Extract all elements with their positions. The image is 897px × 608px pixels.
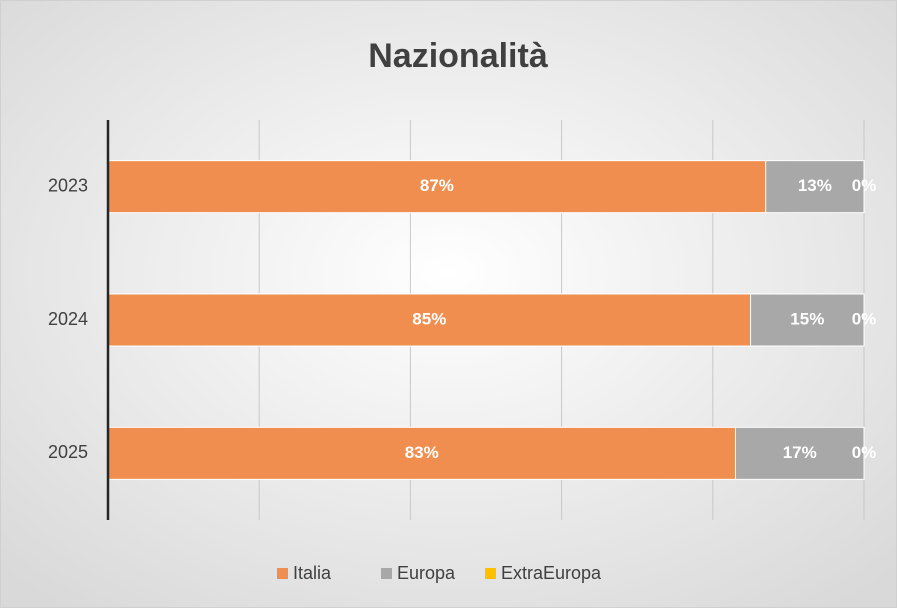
legend: Italia Europa ExtraEuropa <box>277 563 602 583</box>
bar-segment <box>107 426 736 480</box>
bar-segment <box>750 293 865 347</box>
legend-swatch <box>381 568 392 579</box>
y-tick-label: 2023 <box>48 175 88 195</box>
legend-label: Europa <box>397 563 456 583</box>
data-label: 13% <box>798 176 832 195</box>
legend-swatch <box>277 568 288 579</box>
legend-label: ExtraEuropa <box>501 563 602 583</box>
data-label: 85% <box>412 309 446 328</box>
data-label: 83% <box>405 443 439 462</box>
bar-segment <box>765 160 865 214</box>
y-tick-label: 2024 <box>48 309 88 329</box>
bar-segment <box>734 426 865 480</box>
data-label: 0% <box>852 443 877 462</box>
legend-label: Italia <box>293 563 332 583</box>
y-tick-label: 2025 <box>48 442 88 462</box>
data-label: 17% <box>783 443 817 462</box>
bar-segment <box>107 293 752 347</box>
data-label: 15% <box>790 309 824 328</box>
chart-title: Nazionalità <box>368 37 548 75</box>
legend-swatch <box>485 568 496 579</box>
data-label: 0% <box>852 176 877 195</box>
data-label: 0% <box>852 309 877 328</box>
data-label: 87% <box>420 176 454 195</box>
